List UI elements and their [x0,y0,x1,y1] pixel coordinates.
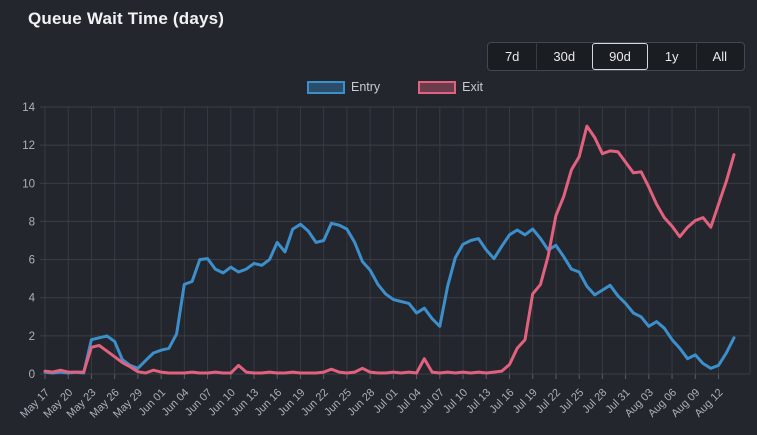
svg-text:0: 0 [29,369,35,381]
series-exit-line [43,124,736,375]
svg-text:Jul 13: Jul 13 [464,387,493,416]
svg-text:6: 6 [29,255,35,267]
svg-text:Jul 04: Jul 04 [394,387,423,416]
legend-swatch-entry [306,80,345,94]
svg-text:10: 10 [22,178,35,190]
y-grid [40,106,750,375]
legend-label: Entry [350,80,381,94]
range-button-7d[interactable]: 7d [488,43,536,70]
svg-text:Jul 16: Jul 16 [487,387,516,416]
range-button-30d[interactable]: 30d [536,43,592,70]
legend-item-entry[interactable]: Entry [306,80,381,94]
plot-area[interactable] [45,107,750,374]
series-entry-line [43,221,736,375]
legend-item-exit[interactable]: Exit [418,80,483,94]
svg-text:Jul 19: Jul 19 [511,387,540,416]
page-title: Queue Wait Time (days) [28,9,225,28]
svg-text:8: 8 [29,216,35,228]
y-tick-labels: 0 2 4 6 8 10 12 14 [22,102,35,381]
chart-legend: Entry Exit [40,80,750,94]
range-selector: 7d 30d 90d 1y All [486,42,745,71]
range-button-1y[interactable]: 1y [648,43,696,70]
svg-text:Jul 01: Jul 01 [371,387,400,416]
svg-text:2: 2 [29,331,35,343]
svg-text:Jul 25: Jul 25 [557,387,586,416]
svg-text:14: 14 [22,102,35,114]
svg-text:Jul 10: Jul 10 [441,387,470,416]
legend-swatch-exit [418,80,457,94]
svg-text:Jul 22: Jul 22 [534,387,563,416]
svg-text:12: 12 [22,140,35,152]
svg-text:4: 4 [29,293,36,305]
range-button-90d[interactable]: 90d [592,43,648,70]
legend-label: Exit [462,80,484,94]
svg-text:Jul 28: Jul 28 [580,387,609,416]
svg-text:Jul 07: Jul 07 [418,387,447,416]
range-button-all[interactable]: All [695,43,744,70]
